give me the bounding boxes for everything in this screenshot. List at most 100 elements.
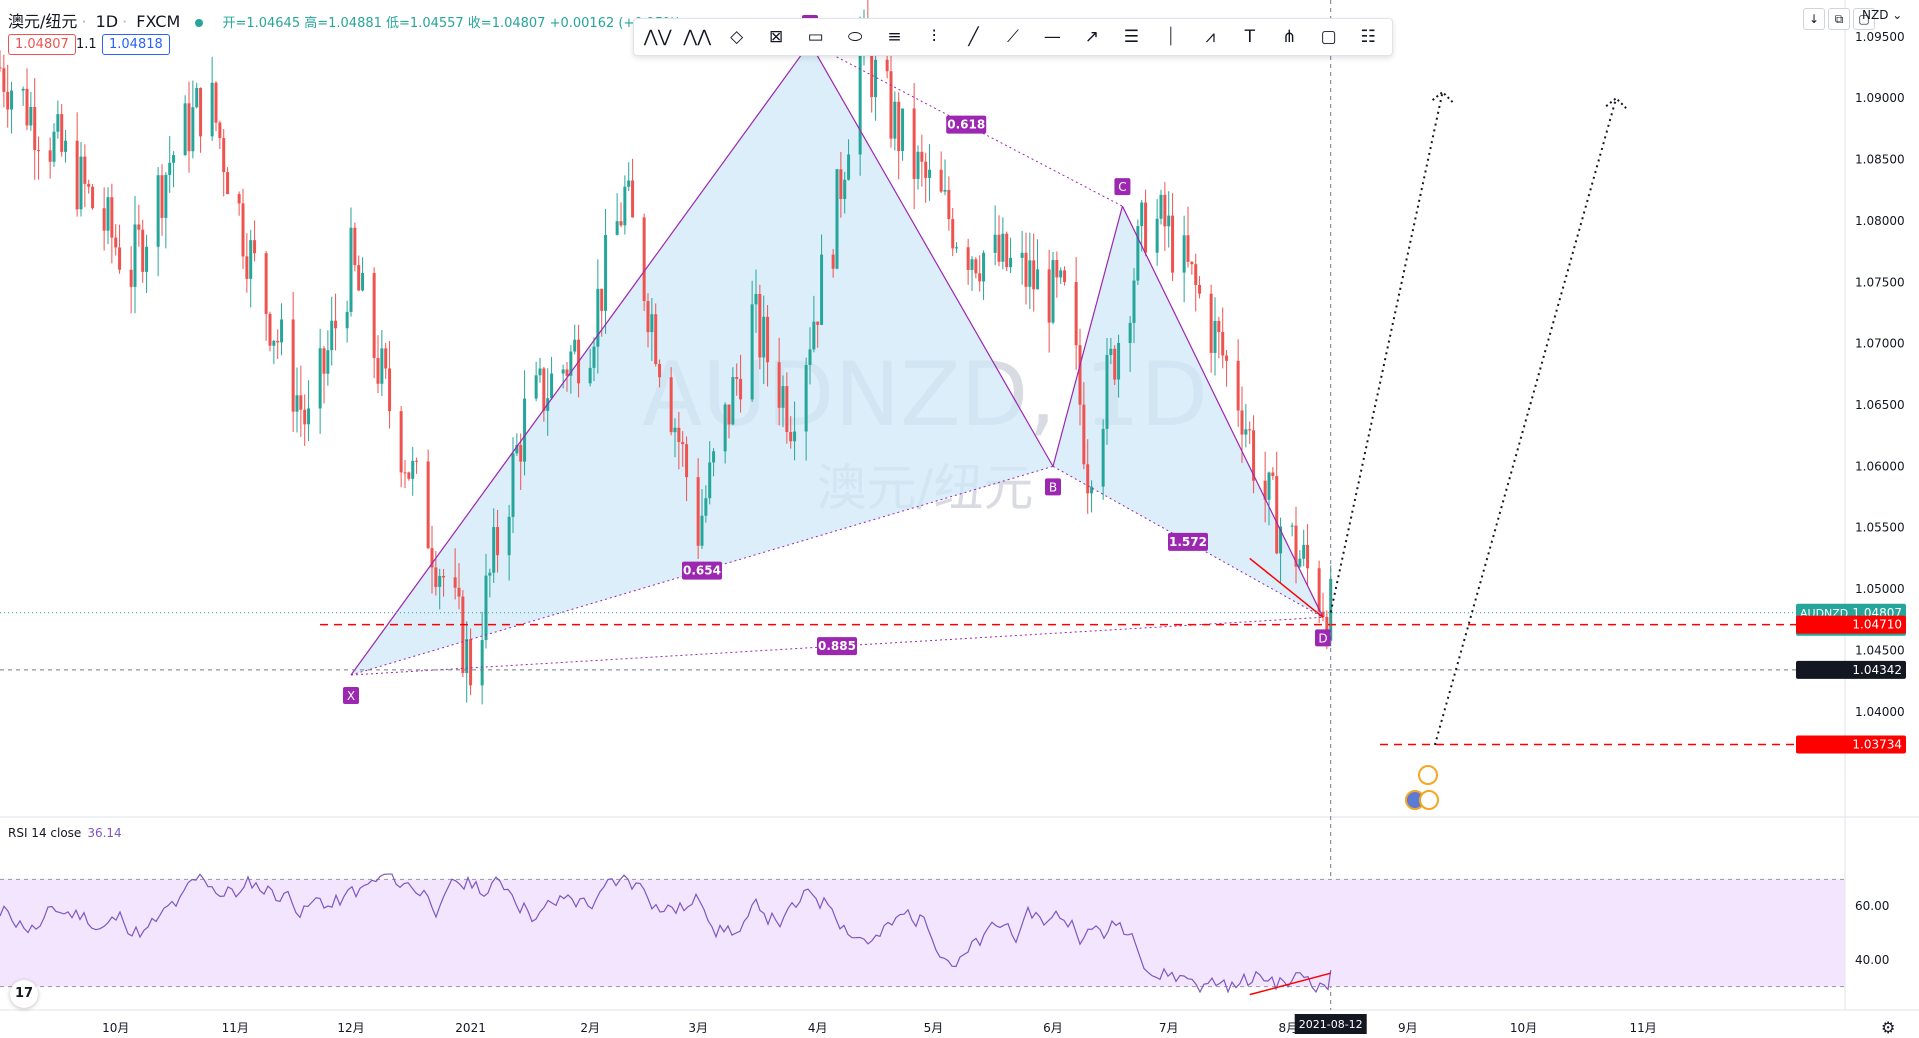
candle-up bbox=[1132, 280, 1136, 323]
symbol-header[interactable]: 澳元/纽元 · 1D · FXCM 开=1.04645 高=1.04881 低=1.… bbox=[8, 12, 681, 31]
abcd-pattern-icon[interactable]: ⊠ bbox=[769, 27, 784, 47]
candle-down bbox=[222, 138, 226, 173]
candle-down bbox=[681, 442, 685, 445]
candle-up bbox=[318, 348, 322, 409]
candle-up bbox=[1167, 215, 1171, 227]
buy-price-box[interactable]: 1.04818 bbox=[102, 34, 170, 55]
rsi-header[interactable]: RSI 14 close 36.14 bbox=[8, 826, 122, 840]
cypher-pattern-icon[interactable]: ⋀⋀ bbox=[683, 27, 712, 47]
xabcd-pattern-icon[interactable]: ⋀⋁ bbox=[643, 27, 672, 47]
candle-down bbox=[885, 59, 889, 72]
candle-up bbox=[1155, 218, 1159, 253]
rsi-label: RSI 14 close bbox=[8, 826, 82, 840]
time-tick: 9月 bbox=[1398, 1021, 1418, 1035]
tradingview-logo-icon[interactable]: 17 bbox=[10, 980, 38, 1008]
pattern-triangle-bcd bbox=[1053, 206, 1323, 618]
drawing-toolbar[interactable]: ⋀⋁ ⋀⋀ ◇ ⊠ ▭ ⬭ ≡ ⫶ ╱ ⟋ — ↗ ☰ ⏐ ⩘ T ⋔ ▢ ☷ bbox=[633, 18, 1393, 56]
sell-price-box[interactable]: 1.04807 bbox=[8, 34, 76, 55]
candle-down bbox=[291, 319, 295, 412]
pattern-leg bbox=[1121, 205, 1324, 618]
candle-up bbox=[1213, 320, 1217, 353]
price-tick: 1.04500 bbox=[1855, 643, 1905, 657]
vertical-line-icon[interactable]: ⏐ bbox=[1166, 27, 1176, 47]
candle-down bbox=[889, 71, 893, 139]
candle-up bbox=[195, 87, 199, 108]
price-tick: 1.07500 bbox=[1855, 275, 1905, 289]
screenshot-icon[interactable]: ⧉ bbox=[1828, 8, 1850, 30]
candle-down bbox=[1225, 355, 1229, 361]
symbol-name[interactable]: 澳元/纽元 bbox=[8, 12, 78, 31]
candle-down bbox=[924, 161, 928, 178]
candle-up bbox=[380, 348, 384, 384]
candle-up bbox=[731, 377, 735, 425]
price-tick: 1.06000 bbox=[1855, 459, 1905, 473]
candle-down bbox=[214, 82, 218, 123]
horizontal-line-icon[interactable]: — bbox=[1043, 27, 1061, 47]
candle-down bbox=[696, 477, 700, 546]
candle-up bbox=[1302, 544, 1306, 559]
time-tick: 11月 bbox=[1630, 1021, 1657, 1035]
candle-down bbox=[334, 320, 338, 329]
candle-up bbox=[64, 140, 68, 152]
price-tick: 1.09500 bbox=[1855, 30, 1905, 44]
candle-up bbox=[484, 575, 488, 641]
candle-up bbox=[874, 59, 878, 98]
candle-up bbox=[623, 186, 627, 226]
head-shoulders-icon[interactable]: ◇ bbox=[730, 27, 744, 47]
interval-label[interactable]: 1D bbox=[95, 12, 119, 31]
candle-up bbox=[210, 82, 214, 137]
candle-down bbox=[199, 87, 203, 137]
candle-up bbox=[1028, 260, 1032, 287]
candle-down bbox=[48, 150, 52, 162]
candle-up bbox=[700, 515, 704, 546]
candle-up bbox=[1020, 252, 1024, 258]
candle-down bbox=[920, 151, 924, 162]
cursor-date-tag bbox=[1294, 1014, 1367, 1034]
ray-icon[interactable]: ⟋ bbox=[1007, 27, 1019, 47]
candle-up bbox=[1159, 194, 1163, 219]
candle-down bbox=[384, 348, 388, 369]
triangle-pattern-icon[interactable]: ▭ bbox=[807, 27, 824, 47]
candle-up bbox=[1136, 226, 1140, 281]
candle-down bbox=[102, 208, 106, 231]
svg-text:C: C bbox=[1118, 180, 1126, 194]
candle-down bbox=[496, 527, 500, 556]
fib-retracement-icon[interactable]: ☰ bbox=[1123, 27, 1139, 47]
candle-up bbox=[843, 179, 847, 199]
arrow-down-icon[interactable]: ↓ bbox=[1803, 8, 1825, 30]
time-tick: 10月 bbox=[1510, 1021, 1537, 1035]
event-icon bbox=[1419, 790, 1439, 810]
text-icon[interactable]: T bbox=[1244, 27, 1255, 47]
candle-up bbox=[523, 398, 527, 462]
settings-gear-icon[interactable]: ⚙ bbox=[1881, 1018, 1896, 1037]
elliott-wave-icon[interactable]: ≡ bbox=[887, 27, 902, 47]
candle-down bbox=[600, 288, 604, 311]
more-tools-icon[interactable]: ☷ bbox=[1360, 27, 1376, 47]
candle-down bbox=[739, 378, 743, 400]
callout-icon[interactable]: ▢ bbox=[1320, 27, 1337, 47]
arrow-icon[interactable]: ↗ bbox=[1084, 27, 1100, 47]
candle-down bbox=[91, 186, 95, 209]
candle-down bbox=[974, 259, 978, 274]
currency-menu[interactable]: NZD ⌄ bbox=[1862, 8, 1903, 22]
market-open-icon bbox=[195, 19, 204, 27]
fullscreen-icon[interactable]: ▢ bbox=[1853, 8, 1875, 30]
time-tick: 12月 bbox=[337, 1021, 364, 1035]
candle-up bbox=[1051, 260, 1055, 323]
candle-up bbox=[723, 404, 727, 452]
candle-down bbox=[83, 156, 87, 184]
candle-down bbox=[469, 639, 473, 686]
trend-line-icon[interactable]: ╱ bbox=[968, 27, 979, 47]
candle-down bbox=[1186, 235, 1190, 262]
candle-up bbox=[534, 375, 538, 399]
three-drives-icon[interactable]: ⬭ bbox=[847, 27, 863, 47]
pitchfork-icon[interactable]: ⋔ bbox=[1282, 27, 1297, 47]
candle-up bbox=[993, 234, 997, 253]
cyclic-lines-icon[interactable]: ⫶ bbox=[931, 27, 937, 47]
candle-up bbox=[511, 453, 515, 517]
candle-down bbox=[978, 273, 982, 282]
path-icon[interactable]: ⩘ bbox=[1205, 27, 1216, 47]
candle-down bbox=[303, 409, 307, 425]
